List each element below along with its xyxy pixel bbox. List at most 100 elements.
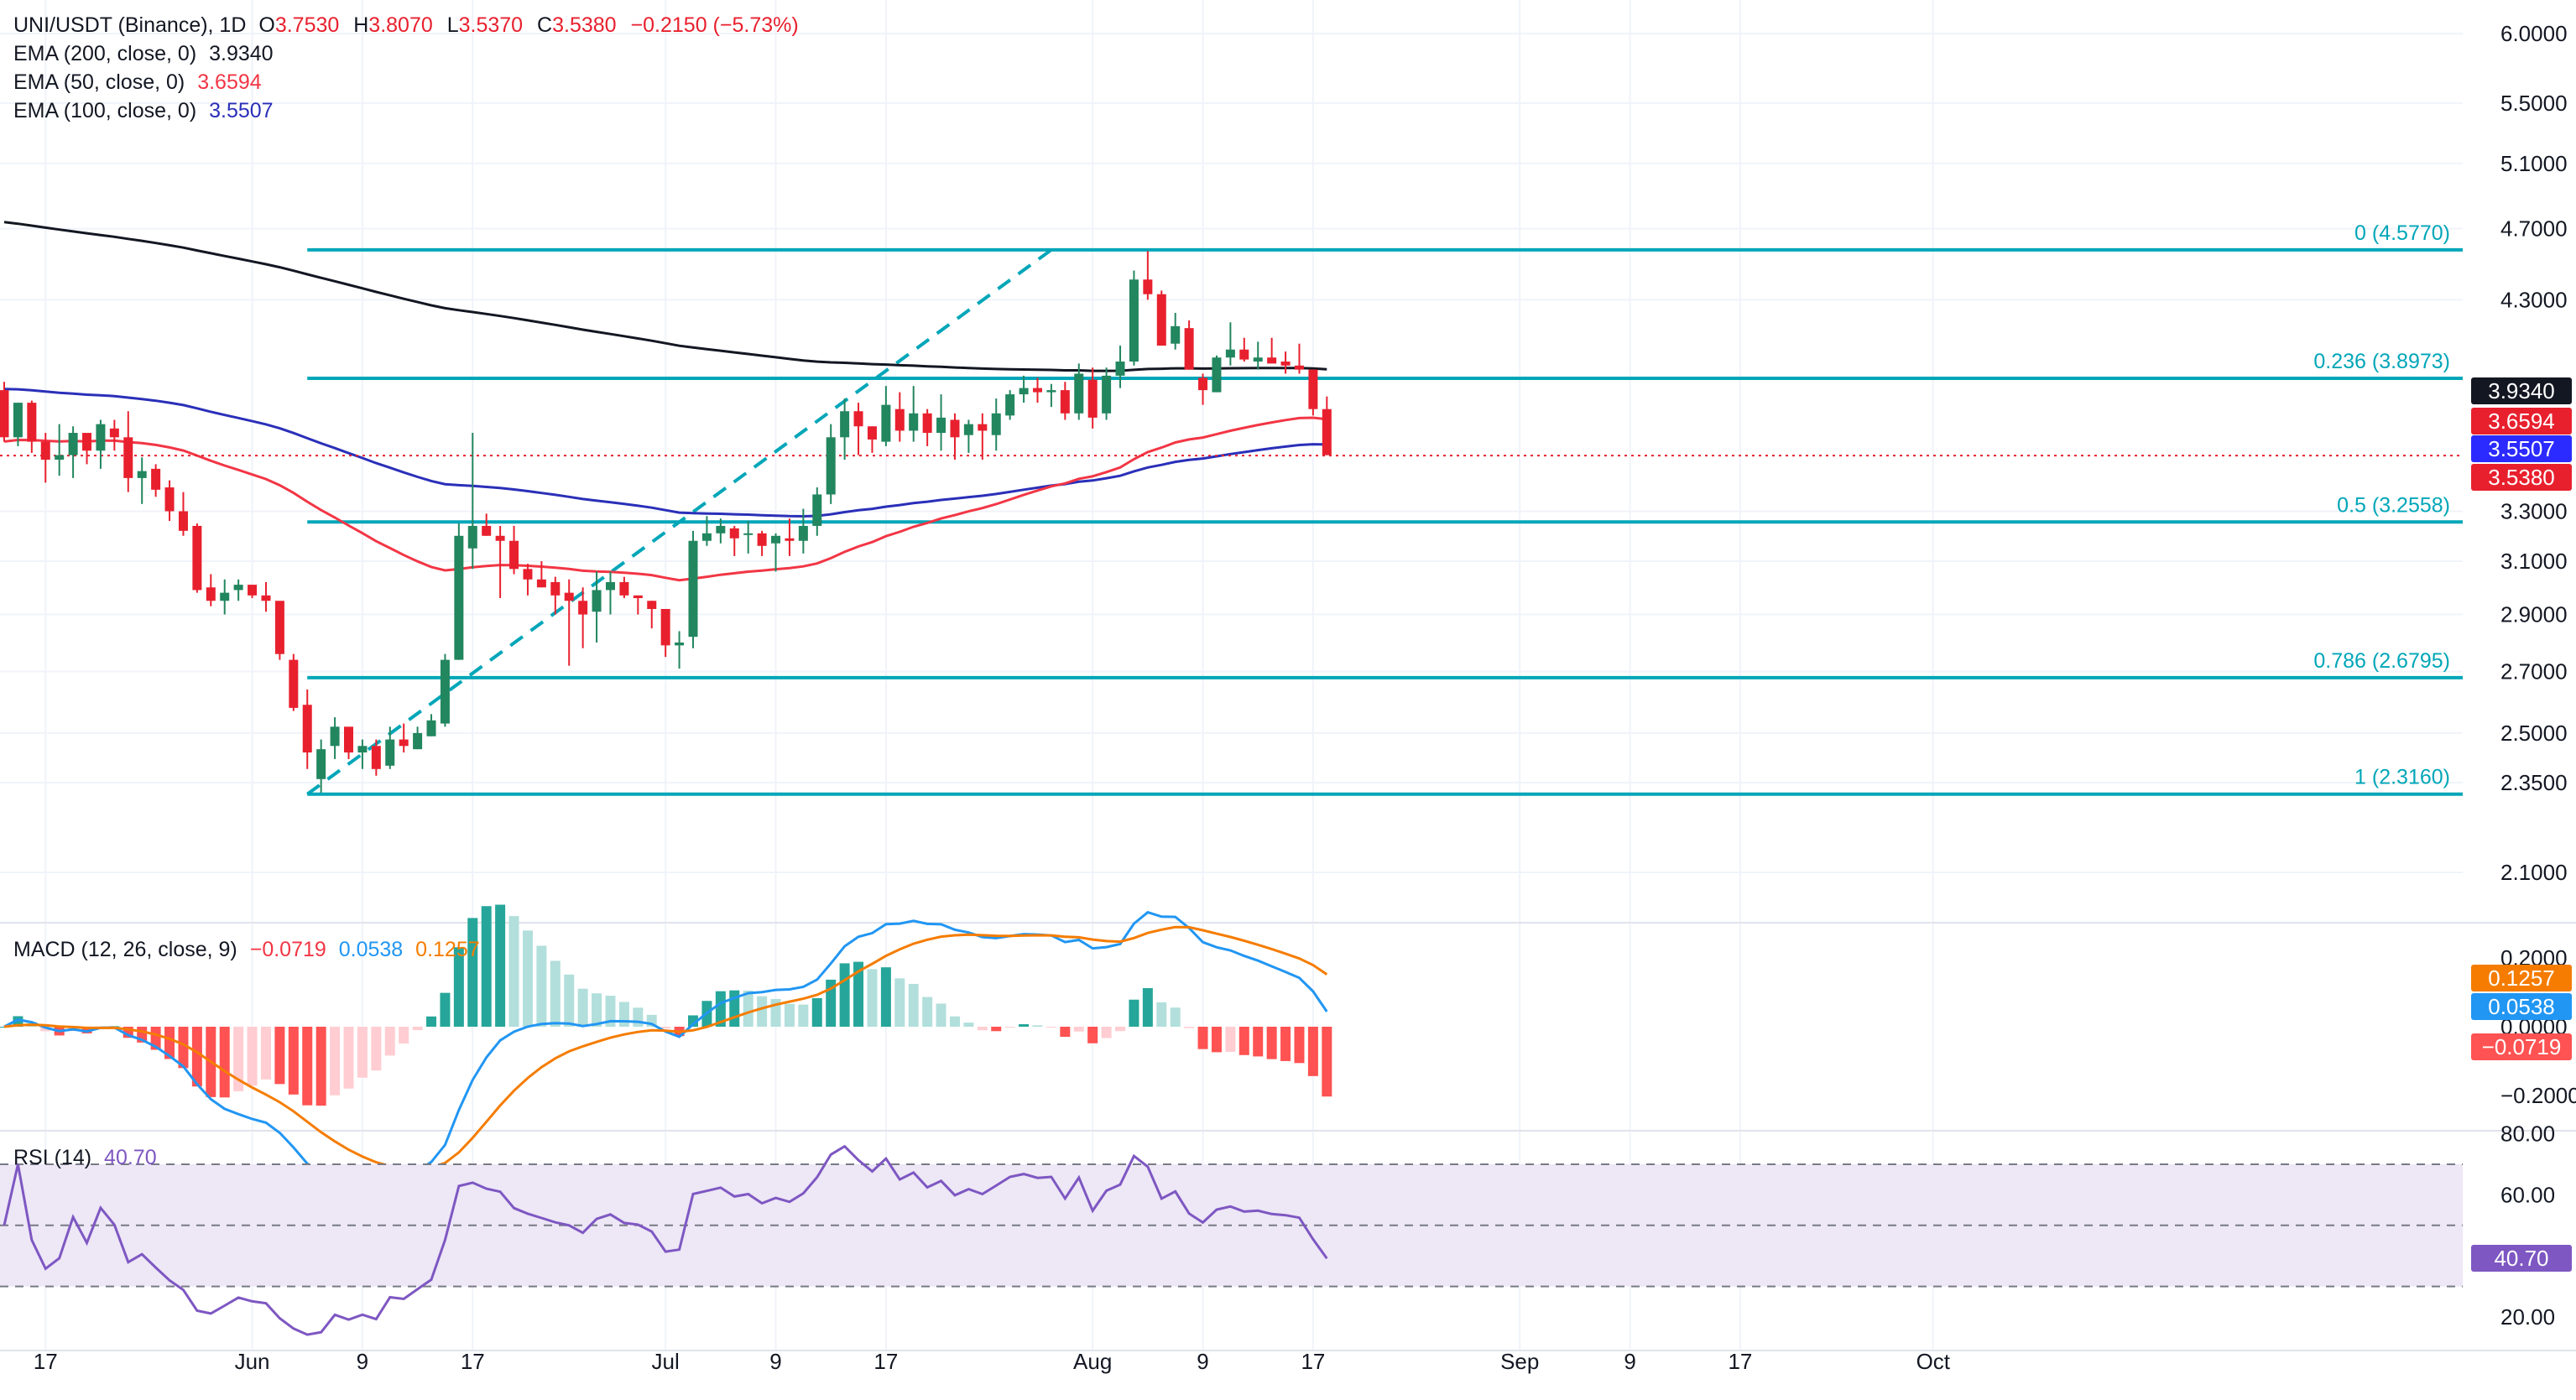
macd-histogram-bar — [826, 979, 837, 1027]
rsi-badge-text: 40.70 — [2494, 1246, 2548, 1271]
macd-histogram-bar — [247, 1027, 258, 1086]
x-tick-label: Oct — [1916, 1349, 1951, 1374]
candle-body — [619, 581, 629, 596]
candle-body — [605, 581, 615, 591]
macd-histogram-bar — [1156, 1002, 1167, 1027]
macd-histogram-bar — [1266, 1027, 1277, 1059]
macd-badge-text: −0.0719 — [2482, 1034, 2562, 1059]
candle-body — [1046, 390, 1056, 393]
macd-badge — [2471, 993, 2572, 1020]
candle-body — [1212, 357, 1222, 393]
macd-histogram-bar — [592, 993, 602, 1027]
candle-body — [0, 390, 9, 438]
macd-signal-line — [3, 925, 1328, 1170]
x-tick-label: 17 — [1728, 1349, 1752, 1374]
macd-histogram-bar — [894, 978, 905, 1027]
ema-lines — [0, 221, 2463, 582]
macd-histogram-bar — [1238, 1027, 1249, 1055]
candle-body — [963, 424, 973, 435]
candle-body — [757, 533, 767, 546]
candle-body — [302, 705, 312, 753]
candlestick-series — [0, 251, 1332, 794]
macd-histogram-bar — [811, 997, 822, 1027]
candle-body — [371, 746, 381, 769]
macd-histogram-bar — [550, 960, 561, 1027]
candle-body — [1171, 325, 1181, 344]
macd-badge — [2471, 965, 2572, 991]
x-tick-label: 9 — [769, 1349, 781, 1374]
ema50-line — [3, 416, 1327, 582]
macd-histogram-bar — [963, 1023, 974, 1027]
candle-body — [454, 535, 464, 660]
candle-body — [633, 595, 643, 599]
price-tick-label: 5.5000 — [2500, 91, 2568, 116]
macd-histogram-bar — [564, 974, 575, 1027]
macd-histogram-bar — [715, 991, 726, 1027]
macd-histogram-bar — [412, 1027, 423, 1031]
macd-histogram-bar — [633, 1007, 644, 1027]
candle-body — [151, 468, 161, 490]
candle-body — [991, 413, 1001, 435]
price-tick-label: 2.3500 — [2500, 770, 2568, 795]
candle-body — [467, 525, 477, 549]
rsi-pane — [0, 1144, 2463, 1336]
macd-histogram-bar — [522, 930, 533, 1027]
macd-histogram-bar — [440, 992, 451, 1027]
candle-body — [137, 471, 147, 478]
candle-body — [1184, 328, 1194, 370]
candle-body — [743, 533, 754, 535]
macd-hist-value: 0.1257 — [415, 938, 480, 961]
x-tick-label: 17 — [873, 1349, 898, 1374]
candle-body — [771, 535, 781, 544]
candle-body — [1253, 357, 1263, 362]
ema100-value: 3.5507 — [209, 99, 274, 122]
macd-histogram-bar — [274, 1027, 285, 1085]
price-badge — [2471, 435, 2572, 462]
macd-histogram-bar — [1211, 1027, 1222, 1053]
x-tick-label: Aug — [1073, 1349, 1112, 1374]
macd-badge — [2471, 1033, 2572, 1060]
close-label: C — [537, 13, 553, 37]
macd-signal-value: 0.0538 — [338, 938, 404, 961]
macd-histogram-bar — [371, 1027, 382, 1071]
candle-body — [536, 579, 546, 588]
rsi-tick-label: 20.00 — [2500, 1304, 2555, 1330]
macd-histogram-bar — [1060, 1027, 1071, 1038]
macd-histogram-bar — [315, 1027, 326, 1106]
macd-histogram-bar — [605, 996, 616, 1027]
macd-histogram-bar — [743, 990, 754, 1027]
price-badge — [2471, 464, 2572, 491]
fib-level-label: 0.5 (3.2558) — [2337, 493, 2450, 517]
candle-body — [716, 525, 726, 533]
rsi-tick-label: 80.00 — [2500, 1122, 2555, 1147]
candle-body — [894, 409, 905, 431]
candle-body — [1033, 388, 1042, 393]
candle-body — [592, 590, 602, 612]
candle-body — [40, 441, 50, 460]
macd-histogram-bar — [191, 1027, 202, 1087]
macd-badge-text: 0.1257 — [2488, 965, 2555, 991]
candle-body — [385, 739, 395, 766]
macd-histogram-bar — [1170, 1007, 1181, 1027]
macd-histogram-bar — [1322, 1027, 1332, 1097]
macd-histogram-bar — [1253, 1027, 1264, 1057]
fib-level-label: 1 (2.3160) — [2354, 766, 2450, 789]
candle-body — [1115, 361, 1125, 376]
candle-body — [1074, 373, 1084, 414]
ema50-label: EMA (50, close, 0) — [13, 70, 185, 94]
macd-histogram-bar — [1307, 1027, 1318, 1076]
x-tick-label: 9 — [1624, 1349, 1635, 1374]
candle-body — [178, 511, 188, 531]
price-tick-label: 4.3000 — [2500, 287, 2568, 312]
candle-body — [109, 428, 119, 438]
macd-histogram-bar — [330, 1027, 341, 1096]
low-label: L — [446, 13, 459, 37]
close-value: 3.5380 — [552, 13, 617, 37]
candle-body — [248, 585, 258, 596]
macd-histogram-bar — [867, 969, 878, 1027]
macd-histogram-bar — [908, 983, 919, 1027]
ema200-label: EMA (200, close, 0) — [13, 42, 197, 65]
ema200-legend: EMA (200, close, 0) 3.9340 — [13, 42, 280, 66]
candle-body — [27, 403, 37, 442]
